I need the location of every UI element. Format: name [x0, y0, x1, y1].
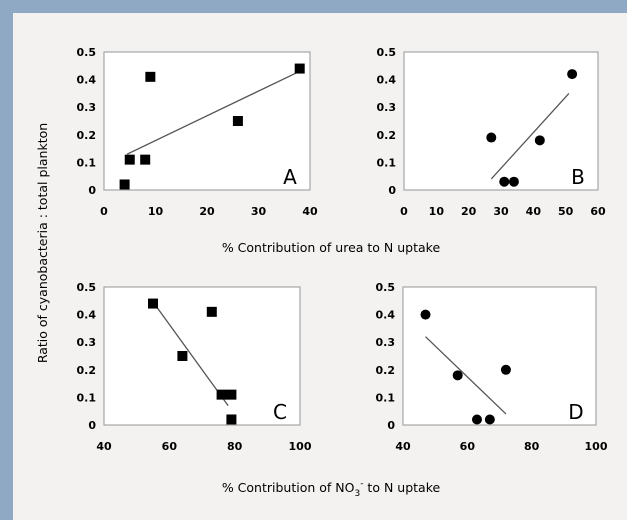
plot-frame-d — [402, 286, 597, 426]
trendline-c — [155, 305, 229, 407]
x-tick-label-b: 50 — [558, 205, 574, 218]
y-tick-label-a: 0.2 — [77, 129, 97, 142]
plot-frame-c — [103, 286, 301, 426]
y-tick-label-a: 0.5 — [77, 46, 97, 59]
y-tick-label-d: 0.3 — [376, 336, 396, 349]
x-tick-label-a: 0 — [100, 205, 108, 218]
y-tick-label-c: 0.1 — [77, 391, 97, 404]
data-point-c — [206, 306, 217, 317]
data-point-d — [452, 370, 463, 381]
y-tick-label-b: 0.4 — [377, 74, 397, 87]
bottom-x-axis-label: % Contribution of NO3- to N uptake — [222, 479, 441, 499]
x-tick-label-d: 80 — [524, 440, 540, 453]
y-tick-label-d: 0.4 — [376, 309, 396, 322]
bottom-x-axis-label-sub: 3 — [354, 489, 360, 499]
data-point-d — [420, 309, 431, 320]
y-tick-label-d: 0.5 — [376, 281, 396, 294]
y-tick-label-d: 0.2 — [376, 364, 396, 377]
trendline-b — [490, 92, 570, 180]
x-tick-label-c: 60 — [162, 440, 178, 453]
y-tick-label-a: 0 — [88, 184, 96, 197]
y-tick-label-a: 0.4 — [77, 74, 97, 87]
y-tick-label-b: 0.5 — [377, 46, 397, 59]
x-tick-label-c: 80 — [227, 440, 243, 453]
data-point-b — [499, 176, 510, 187]
y-tick-label-d: 0 — [387, 419, 395, 432]
plots-group: 0 0.1 0.2 0.3 0.4 0.5 0 10 20 30 40 A 0 0.1 0.2 0.3 0.4 0… — [77, 46, 608, 453]
data-point-c — [148, 298, 158, 309]
y-tick-label-c: 0.4 — [77, 309, 97, 322]
bottom-x-axis-label-sup: - — [360, 479, 363, 489]
y-axis-label: Ratio of cyanobacteria : total plankton — [35, 123, 50, 363]
y-tick-label-b: 0.3 — [377, 101, 397, 114]
data-point-c — [226, 414, 237, 425]
data-point-c — [226, 389, 237, 400]
data-point-b — [508, 176, 519, 187]
x-tick-label-b: 10 — [429, 205, 445, 218]
x-tick-label-d: 100 — [585, 440, 608, 453]
y-tick-label-d: 0.1 — [376, 391, 396, 404]
x-tick-label-c: 100 — [289, 440, 312, 453]
y-tick-label-b: 0.1 — [377, 156, 397, 169]
data-point-b — [486, 132, 497, 143]
x-tick-label-b: 60 — [590, 205, 606, 218]
data-point-d — [484, 414, 495, 425]
x-tick-label-d: 60 — [460, 440, 476, 453]
data-point-d — [500, 364, 511, 375]
data-point-a — [124, 154, 135, 165]
top-x-axis-label: % Contribution of urea to N uptake — [222, 240, 441, 255]
panel-label-a: A — [283, 165, 297, 189]
x-tick-label-a: 10 — [148, 205, 164, 218]
x-tick-label-a: 30 — [251, 205, 267, 218]
data-point-d — [471, 414, 482, 425]
x-tick-label-c: 40 — [96, 440, 112, 453]
data-point-a — [232, 116, 243, 126]
y-tick-label-b: 0.2 — [377, 129, 397, 142]
data-point-a — [294, 63, 305, 74]
data-point-b — [567, 69, 578, 80]
x-tick-label-b: 0 — [400, 205, 408, 218]
data-point-c — [216, 389, 227, 400]
x-tick-label-b: 40 — [526, 205, 542, 218]
data-point-b — [534, 135, 545, 146]
y-tick-label-a: 0.3 — [77, 101, 97, 114]
y-tick-label-c: 0.3 — [77, 336, 97, 349]
x-tick-label-b: 20 — [461, 205, 477, 218]
data-point-a — [119, 179, 130, 190]
x-tick-label-a: 20 — [199, 205, 215, 218]
x-tick-label-a: 40 — [302, 205, 318, 218]
trendline-d — [425, 336, 507, 415]
y-tick-label-a: 0.1 — [77, 156, 97, 169]
plot-frame-b — [403, 51, 599, 191]
plot-frame-a — [103, 51, 311, 191]
data-point-a — [145, 71, 156, 82]
y-tick-label-c: 0.2 — [77, 364, 97, 377]
panel-label-d: D — [568, 400, 583, 424]
y-tick-label-b: 0 — [388, 184, 396, 197]
x-tick-label-b: 30 — [493, 205, 509, 218]
y-tick-label-c: 0 — [88, 419, 96, 432]
panel-label-c: C — [273, 400, 287, 424]
bottom-x-axis-label-pre: % Contribution of NO — [222, 480, 355, 495]
y-tick-label-c: 0.5 — [77, 281, 97, 294]
panel-label-b: B — [571, 165, 585, 189]
trendline-a — [126, 70, 300, 155]
x-tick-label-d: 40 — [395, 440, 411, 453]
bottom-x-axis-label-post: to N uptake — [363, 480, 440, 495]
data-point-a — [140, 154, 151, 165]
data-point-c — [177, 351, 188, 361]
